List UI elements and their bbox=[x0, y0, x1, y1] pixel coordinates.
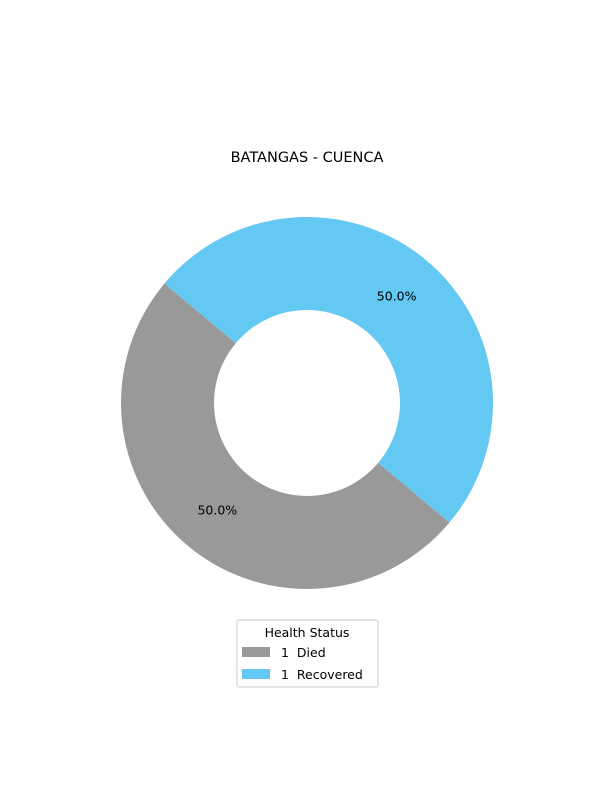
pie-slice-recovered bbox=[164, 216, 493, 523]
legend-swatch-recovered bbox=[242, 669, 270, 679]
legend-box bbox=[236, 619, 379, 688]
percent-label-recovered: 50.0% bbox=[377, 289, 417, 304]
legend-swatch-died bbox=[242, 647, 270, 657]
legend: Health Status 1 Died 1 Recovered bbox=[236, 619, 379, 688]
chart-title: BATANGAS - CUENCA bbox=[231, 150, 384, 166]
pie-slices bbox=[120, 216, 493, 589]
legend-label-died: 1 Died bbox=[281, 645, 326, 660]
percent-labels: 50.0% 50.0% bbox=[197, 289, 416, 518]
legend-entries: 1 Died 1 Recovered bbox=[242, 645, 363, 682]
legend-title: Health Status bbox=[265, 625, 350, 640]
legend-label-recovered: 1 Recovered bbox=[281, 667, 363, 682]
pie-slice-died bbox=[120, 283, 450, 589]
percent-label-died: 50.0% bbox=[197, 502, 237, 517]
